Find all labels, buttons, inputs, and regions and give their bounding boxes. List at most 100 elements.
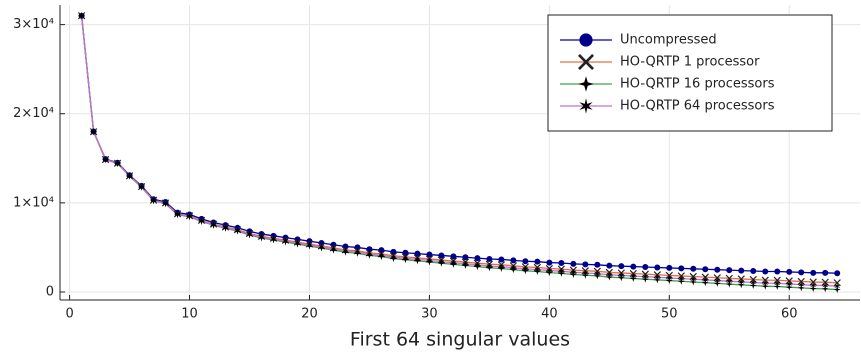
marker [594, 261, 601, 268]
marker [318, 243, 325, 251]
marker-shape [558, 260, 565, 267]
marker [822, 269, 829, 276]
marker-shape [330, 245, 337, 253]
marker [294, 239, 301, 247]
marker [726, 277, 733, 285]
marker [90, 128, 97, 136]
marker-shape [258, 233, 265, 241]
marker [234, 226, 241, 234]
marker [366, 250, 373, 258]
marker-shape [474, 255, 481, 262]
marker [798, 269, 805, 276]
y-tick-label: 3×10⁴ [13, 17, 54, 32]
marker [578, 54, 594, 70]
marker-shape [510, 257, 517, 264]
marker [426, 251, 433, 258]
marker [534, 258, 541, 265]
marker-shape [810, 269, 817, 276]
marker [162, 199, 169, 207]
marker [522, 265, 529, 273]
marker [570, 260, 577, 267]
marker-shape [354, 248, 361, 256]
marker [342, 247, 349, 255]
marker [750, 278, 757, 287]
legend-marker [578, 76, 594, 92]
legend-label: HO-QRTP 16 processors [620, 77, 775, 92]
marker-shape [822, 269, 829, 276]
marker-shape [426, 256, 433, 265]
x-tick-label: 40 [541, 307, 558, 322]
marker [246, 230, 253, 238]
x-tick-label: 50 [661, 307, 678, 322]
marker-shape [642, 273, 649, 281]
marker [450, 259, 457, 267]
x-tick-label: 20 [301, 307, 318, 322]
marker [578, 76, 594, 92]
marker-shape [318, 243, 325, 251]
marker [798, 281, 805, 289]
marker-shape [546, 259, 553, 266]
marker-shape [438, 258, 445, 266]
marker [174, 210, 181, 218]
marker [378, 251, 385, 259]
marker-shape [162, 199, 169, 207]
marker [810, 269, 817, 276]
marker [474, 261, 481, 269]
legend-marker [579, 33, 593, 47]
legend-marker [579, 98, 593, 114]
marker-shape [414, 255, 421, 263]
marker-shape [750, 268, 757, 275]
marker [654, 264, 661, 271]
marker-shape [246, 230, 253, 238]
marker-shape [462, 254, 469, 261]
marker [834, 270, 841, 277]
marker-shape [738, 267, 745, 274]
marker [810, 281, 817, 289]
marker [414, 255, 421, 263]
marker-shape [522, 265, 529, 273]
marker-shape [702, 266, 709, 273]
marker-shape [426, 251, 433, 258]
marker [426, 256, 433, 265]
marker-shape [234, 226, 241, 234]
marker-shape [630, 272, 637, 280]
marker [642, 273, 649, 281]
marker-shape [834, 270, 841, 277]
marker [522, 258, 529, 265]
marker-shape [618, 271, 625, 279]
marker-shape [666, 274, 673, 282]
series-line [80, 15, 838, 287]
marker [579, 33, 593, 47]
marker [690, 275, 697, 283]
marker-shape [714, 266, 721, 273]
marker-shape [186, 212, 193, 220]
marker-shape [486, 256, 493, 263]
marker-shape [174, 210, 181, 218]
marker-shape [702, 276, 709, 284]
marker [570, 268, 577, 276]
marker-shape [450, 253, 457, 260]
marker [750, 268, 757, 275]
x-tick-label: 0 [65, 307, 73, 322]
marker-shape [438, 252, 445, 259]
marker [486, 256, 493, 263]
marker-shape [714, 277, 721, 285]
marker [270, 235, 277, 243]
marker [690, 265, 697, 272]
marker-shape [579, 33, 593, 47]
marker [654, 273, 661, 281]
marker [774, 279, 781, 287]
marker [702, 276, 709, 284]
marker [330, 245, 337, 253]
marker-shape [402, 249, 409, 256]
marker [510, 257, 517, 264]
marker-shape [222, 224, 229, 232]
marker-shape [546, 267, 553, 275]
legend-marker [578, 54, 594, 70]
marker-shape [594, 261, 601, 268]
marker-shape [510, 264, 517, 272]
marker-shape [690, 275, 697, 283]
marker [594, 270, 601, 278]
marker [582, 269, 589, 277]
marker-shape [726, 277, 733, 285]
